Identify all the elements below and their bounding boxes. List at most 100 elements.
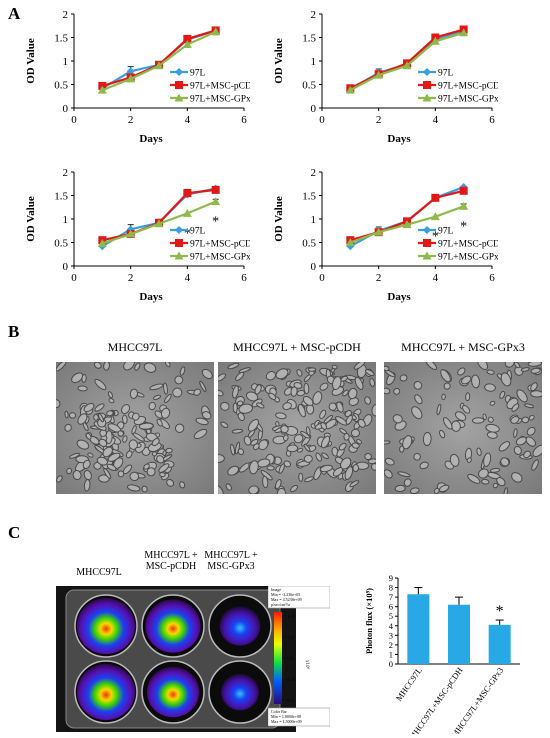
cell xyxy=(230,443,236,456)
legend-label: 97L xyxy=(190,227,206,237)
line-chart-2to1: 00.511.520 2 4 6OD ValueDays**97L97L+MSC-pC… xyxy=(25,167,250,303)
significance-asterisk: * xyxy=(496,603,504,620)
point-gpx3 xyxy=(211,197,221,206)
legend-marker xyxy=(422,251,432,260)
cell xyxy=(319,382,329,391)
y-axis-label: OD Value xyxy=(273,196,285,242)
cell xyxy=(97,413,105,423)
cell xyxy=(296,369,303,377)
micrograph-mhcc97l-msc-pcdh xyxy=(218,362,376,494)
cell xyxy=(510,416,520,424)
cell xyxy=(237,412,245,421)
y-tick-label: 8 xyxy=(389,583,393,593)
cell xyxy=(237,448,245,456)
cell xyxy=(238,367,252,373)
cell xyxy=(297,403,306,418)
y-tick-label: 1 xyxy=(63,214,69,226)
cell xyxy=(220,401,230,411)
luminescence-signal xyxy=(221,673,259,711)
cell xyxy=(357,418,366,428)
cell xyxy=(312,391,323,405)
cell xyxy=(492,482,499,489)
cell xyxy=(384,440,391,445)
cell xyxy=(364,452,372,461)
cell xyxy=(132,432,145,442)
cell xyxy=(162,450,167,456)
panel-label-c: C xyxy=(8,523,21,542)
cell xyxy=(245,391,259,402)
legend-label: 97L xyxy=(438,69,454,79)
cell xyxy=(321,452,329,460)
cell xyxy=(85,432,92,440)
cell xyxy=(282,402,292,411)
point-gpx3 xyxy=(97,85,107,94)
y-tick-label: 3 xyxy=(389,630,393,640)
cell xyxy=(193,428,208,440)
luminescence-signal xyxy=(145,599,201,653)
x-tick-label: 6 xyxy=(489,272,495,284)
cell xyxy=(56,362,67,372)
cell xyxy=(68,452,81,459)
cell xyxy=(117,470,125,478)
cell xyxy=(384,387,391,395)
cell xyxy=(94,378,107,391)
x-tick-label: 6 xyxy=(241,272,247,284)
legend-label: 97L+MSC-GPx3 (8:1) xyxy=(190,94,250,105)
cell xyxy=(461,375,472,385)
legend-marker xyxy=(423,81,431,89)
cell xyxy=(276,487,287,494)
colorbar-range-text: Color Bar xyxy=(271,709,288,714)
cell xyxy=(319,409,327,420)
cell xyxy=(457,367,466,376)
cell xyxy=(87,452,94,458)
cell xyxy=(392,414,403,424)
point-gpx3 xyxy=(126,229,136,238)
colorbar-info-text: p/sec/cm²/sr xyxy=(271,602,291,607)
colorbar-tick-label: 0.6 xyxy=(287,656,294,662)
cell xyxy=(201,368,213,380)
cell xyxy=(500,457,510,467)
cell xyxy=(516,389,528,403)
cell xyxy=(471,374,481,389)
luminescence-signal xyxy=(219,606,261,646)
cell xyxy=(331,364,338,370)
cell xyxy=(454,411,467,422)
point-pcdh xyxy=(183,34,192,43)
cell xyxy=(56,475,63,483)
cell xyxy=(236,400,244,407)
cell xyxy=(305,426,311,436)
y-tick-label: 0.5 xyxy=(302,238,316,250)
cell xyxy=(129,388,138,399)
cell xyxy=(83,469,92,481)
cell xyxy=(303,382,310,395)
cell xyxy=(166,479,175,487)
cell xyxy=(82,459,91,470)
y-tick-label: 1 xyxy=(389,649,393,659)
cell xyxy=(511,403,520,412)
bar xyxy=(448,604,470,664)
colorbar-tick-label: 0.8 xyxy=(287,635,294,641)
cell xyxy=(131,412,140,421)
cell xyxy=(483,452,492,467)
point-pcdh xyxy=(211,185,220,194)
point-gpx3 xyxy=(402,61,412,70)
colorbar-tick-label: 1.0 xyxy=(287,614,294,620)
cell xyxy=(126,484,141,492)
legend-marker xyxy=(422,93,432,102)
colorbar-range-text: Max = 1.5000e+09 xyxy=(271,719,302,724)
legend-label: 97L+MSC-pCDH (1:1) xyxy=(438,239,498,250)
cell xyxy=(303,443,311,452)
cell xyxy=(486,431,498,439)
cell xyxy=(71,372,84,384)
cell xyxy=(152,394,162,400)
cell xyxy=(500,372,512,387)
cell xyxy=(232,385,239,399)
x-tick-label: 2 xyxy=(376,114,382,126)
x-tick-label: 2 xyxy=(376,272,382,284)
legend-marker xyxy=(174,251,184,260)
colorbar-range-text: Min = 1.0000e+08 xyxy=(271,714,301,719)
cell xyxy=(489,467,501,473)
cell xyxy=(129,471,140,482)
line-chart-4to1: 0 0.5 1 1.5 2 0 2 4 6 OD Value Days 97L 97L+MSC-pCDH… xyxy=(273,9,498,145)
